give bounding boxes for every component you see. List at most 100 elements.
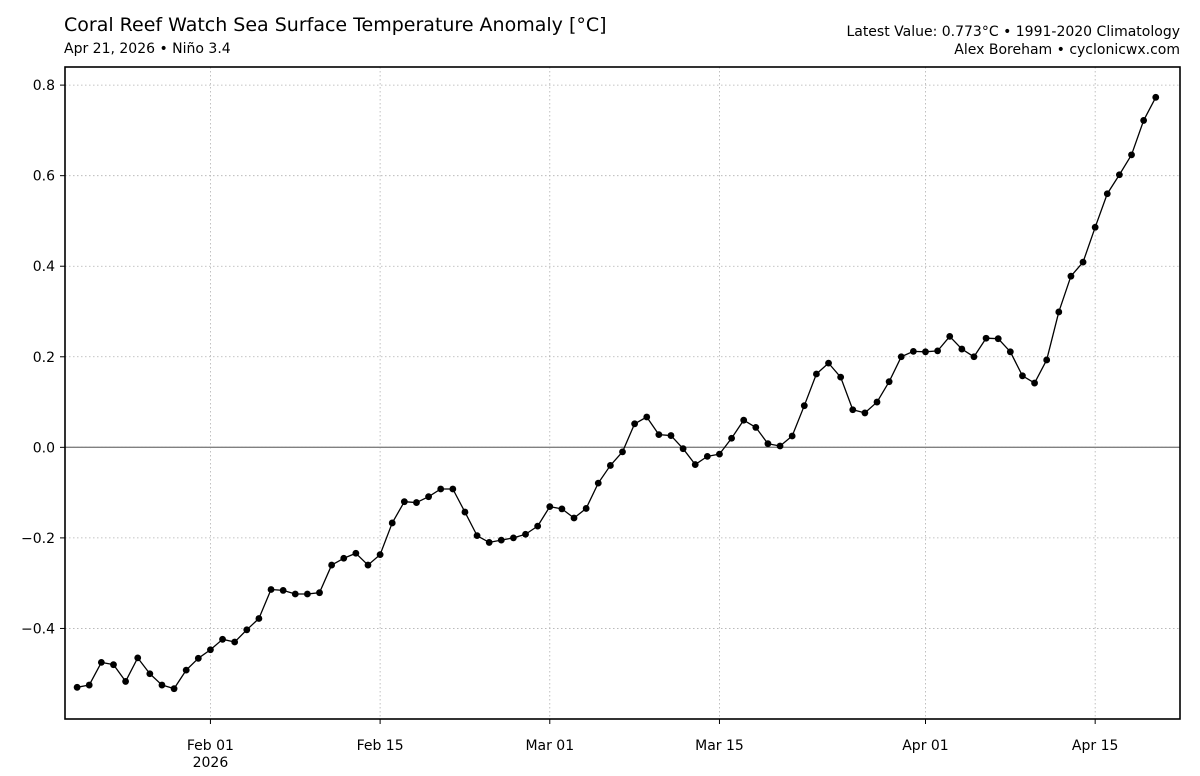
data-point	[122, 678, 129, 685]
data-point	[994, 335, 1002, 343]
chart-subtitle: Apr 21, 2026 • Niño 3.4	[64, 41, 231, 57]
data-point	[194, 654, 202, 662]
chart-title: Coral Reef Watch Sea Surface Temperature…	[64, 14, 607, 36]
data-point	[740, 416, 748, 424]
data-point	[1031, 379, 1038, 387]
data-point	[849, 406, 857, 414]
x-tick-label: Mar 15	[695, 738, 744, 754]
data-point	[522, 530, 529, 538]
data-point	[1116, 171, 1123, 179]
plot-frame	[64, 66, 1181, 720]
data-point	[922, 348, 929, 356]
author-credit: Alex Boreham • cyclonicwx.com	[954, 42, 1180, 58]
x-tick-label: Mar 01	[525, 738, 574, 754]
data-point	[861, 409, 869, 417]
data-point	[570, 514, 578, 522]
data-point	[1128, 151, 1135, 159]
data-point	[631, 420, 639, 428]
data-point	[461, 508, 469, 516]
data-point	[425, 493, 432, 501]
data-point	[1079, 258, 1087, 266]
data-point	[655, 431, 663, 439]
data-point	[958, 345, 966, 353]
data-point	[606, 462, 614, 469]
data-point	[134, 654, 142, 662]
data-point	[558, 505, 566, 513]
data-point	[207, 646, 214, 654]
data-point	[413, 499, 420, 506]
y-tick-label: 0.8	[33, 78, 55, 94]
x-tick-label: Apr 15	[1072, 738, 1118, 754]
data-point	[813, 370, 820, 378]
data-point	[316, 589, 323, 597]
data-point	[546, 503, 554, 511]
y-tick-label: −0.2	[21, 531, 55, 547]
data-point	[776, 442, 784, 450]
data-point	[1019, 372, 1026, 380]
data-point	[752, 424, 760, 431]
data-point	[473, 532, 481, 540]
data-point	[691, 461, 699, 468]
y-tick-label: −0.4	[21, 621, 55, 637]
x-tick-label: Feb 01	[187, 738, 234, 754]
data-point	[255, 615, 263, 622]
data-point	[1091, 223, 1099, 231]
data-point	[1103, 190, 1111, 198]
data-point	[679, 445, 687, 453]
data-point	[97, 659, 105, 666]
data-point	[728, 434, 735, 442]
data-point	[619, 448, 626, 456]
data-point	[873, 398, 881, 406]
data-point	[825, 359, 832, 367]
data-point	[982, 334, 990, 342]
data-point	[764, 440, 772, 448]
y-tick-label: 0.6	[33, 169, 55, 185]
data-point	[376, 551, 384, 559]
data-point	[158, 681, 166, 689]
data-point	[885, 378, 893, 386]
data-point	[110, 661, 117, 669]
data-point	[340, 554, 348, 562]
data-point	[510, 534, 517, 542]
data-point	[800, 402, 808, 410]
data-point	[909, 347, 917, 355]
data-point	[946, 333, 954, 340]
data-point	[243, 626, 251, 634]
data-point	[291, 590, 299, 598]
data-point	[400, 498, 408, 506]
y-tick-label: 0.0	[33, 440, 55, 456]
data-point	[170, 685, 178, 693]
series-layer	[73, 93, 1160, 693]
data-point	[303, 590, 311, 598]
grid-layer	[65, 67, 1180, 719]
data-point	[219, 635, 226, 643]
data-point	[437, 485, 445, 493]
data-point	[485, 539, 493, 546]
data-point	[267, 586, 275, 593]
data-point	[182, 666, 190, 674]
data-point	[1140, 117, 1148, 124]
data-point	[716, 450, 723, 458]
data-point	[582, 505, 590, 512]
data-point	[703, 452, 711, 460]
data-point	[1152, 93, 1160, 101]
x-tick-year-label: 2026	[193, 755, 229, 771]
data-point	[667, 432, 675, 439]
data-point	[328, 561, 336, 569]
data-point	[73, 683, 81, 691]
data-point	[231, 638, 239, 646]
latest-value-info: Latest Value: 0.773°C • 1991-2020 Climat…	[846, 24, 1180, 40]
y-tick-label: 0.2	[33, 350, 55, 366]
x-tick-label: Feb 15	[357, 738, 404, 754]
data-point	[534, 522, 542, 530]
data-point	[279, 587, 287, 594]
data-point	[594, 479, 602, 487]
data-point	[1006, 348, 1014, 356]
data-point	[1043, 356, 1051, 364]
data-point	[1067, 272, 1075, 280]
x-tick-label: Apr 01	[902, 738, 948, 754]
data-point	[352, 549, 360, 557]
data-point	[497, 536, 505, 544]
